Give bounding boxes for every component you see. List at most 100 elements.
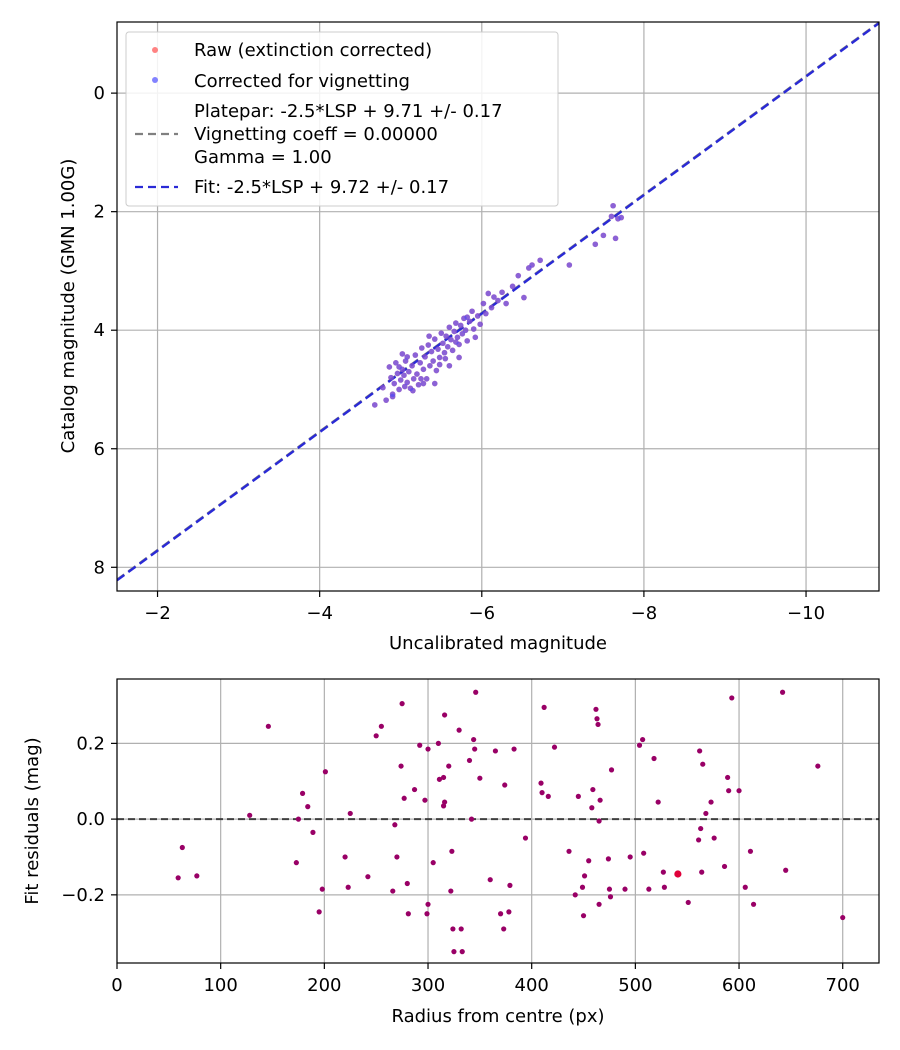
residual-point: [596, 818, 602, 824]
residual-point: [586, 858, 592, 864]
residual-point: [322, 769, 328, 775]
residual-point: [404, 880, 410, 887]
corrected-point: [430, 358, 436, 364]
residual-point: [399, 701, 405, 707]
residual-point: [430, 860, 436, 866]
residual-point: [726, 788, 732, 794]
fit-line: [117, 22, 879, 582]
residual-point: [698, 825, 704, 832]
residual-point: [424, 911, 430, 917]
corrected-point: [440, 340, 446, 347]
corrected-point: [420, 366, 427, 373]
top-x-axis-label: Uncalibrated magnitude: [389, 633, 607, 654]
residual-point: [572, 892, 578, 898]
residual-point: [265, 723, 271, 729]
residual-point: [636, 742, 643, 748]
corrected-point: [391, 380, 398, 387]
top-x-tick-label: −10: [787, 603, 825, 624]
residual-point: [450, 926, 456, 932]
residual-point: [365, 874, 371, 880]
corrected-point: [446, 324, 453, 331]
residual-point: [579, 884, 586, 890]
corrected-point: [529, 262, 535, 268]
residual-point: [646, 886, 652, 892]
corrected-point: [495, 297, 501, 304]
corrected-point: [469, 308, 475, 315]
corrected-point: [427, 362, 433, 369]
legend-vignetting-label: Vignetting coeff = 0.00000: [194, 124, 438, 145]
residual-point: [401, 795, 407, 801]
residual-point: [451, 949, 457, 955]
corrected-point: [453, 320, 459, 326]
residual-point: [422, 797, 428, 803]
corrected-point: [428, 348, 435, 355]
corrected-point: [394, 370, 401, 377]
residual-point: [477, 775, 483, 781]
corrected-point: [466, 318, 473, 325]
corrected-point: [436, 354, 443, 361]
corrected-point: [464, 338, 470, 344]
bottom-x-tick-label: 300: [411, 975, 445, 996]
residual-point: [390, 888, 396, 894]
corrected-point: [459, 330, 466, 337]
residual-point: [783, 867, 789, 873]
residual-point: [594, 716, 600, 722]
residual-point: [696, 837, 702, 843]
corrected-point: [410, 387, 416, 394]
residual-point: [575, 793, 581, 799]
residual-point: [295, 816, 302, 822]
residual-point: [538, 780, 544, 786]
residual-point: [448, 888, 454, 894]
residual-point: [411, 786, 418, 793]
residual-point: [449, 848, 455, 854]
residual-point: [596, 901, 602, 907]
corrected-point: [397, 377, 404, 383]
corrected-point: [371, 402, 378, 408]
legend-box: [125, 31, 559, 207]
residual-point: [194, 873, 200, 879]
corrected-point: [449, 347, 456, 354]
residual-point: [425, 901, 431, 907]
residual-point: [373, 733, 379, 739]
corrected-point: [415, 381, 422, 388]
residual-point: [456, 727, 462, 733]
corrected-point: [608, 213, 615, 220]
bottom-x-axis-label: Radius from centre (px): [391, 1006, 604, 1027]
corrected-point: [431, 380, 438, 387]
corrected-point: [389, 393, 396, 400]
residual-point: [299, 790, 306, 796]
residual-point: [545, 793, 551, 799]
bottom-y-tick-label: −0.2: [61, 885, 105, 906]
corrected-point: [388, 374, 394, 381]
top-fit-lines: [117, 22, 879, 582]
corrected-point: [515, 272, 522, 279]
residual-point: [175, 875, 181, 881]
residual-point: [711, 835, 717, 841]
corrected-point: [441, 349, 448, 356]
residual-point: [501, 926, 507, 932]
residual-point: [608, 767, 615, 773]
corrected-point: [474, 313, 481, 319]
corrected-point: [383, 397, 389, 403]
residual-point: [497, 911, 504, 917]
corrected-point: [436, 361, 443, 368]
corrected-point: [612, 235, 619, 242]
residuals-plot: 0 100 200 300 400 500 600 700 −0.2 0.0 0.2 Radius…: [22, 678, 880, 1027]
residual-point: [729, 695, 735, 701]
residual-point: [305, 804, 311, 810]
residual-point: [472, 746, 478, 752]
top-y-tick-label: 2: [94, 202, 105, 223]
corrected-point: [393, 360, 399, 366]
corrected-point: [592, 241, 599, 248]
residual-point: [405, 911, 411, 917]
residual-point: [316, 909, 322, 915]
residual-point: [685, 899, 691, 906]
corrected-point: [462, 327, 469, 334]
residual-point: [700, 761, 706, 767]
corrected-point: [446, 362, 453, 369]
residual-point: [342, 854, 348, 860]
residual-point: [319, 886, 325, 892]
corrected-point: [404, 354, 411, 360]
corrected-point: [438, 330, 445, 336]
